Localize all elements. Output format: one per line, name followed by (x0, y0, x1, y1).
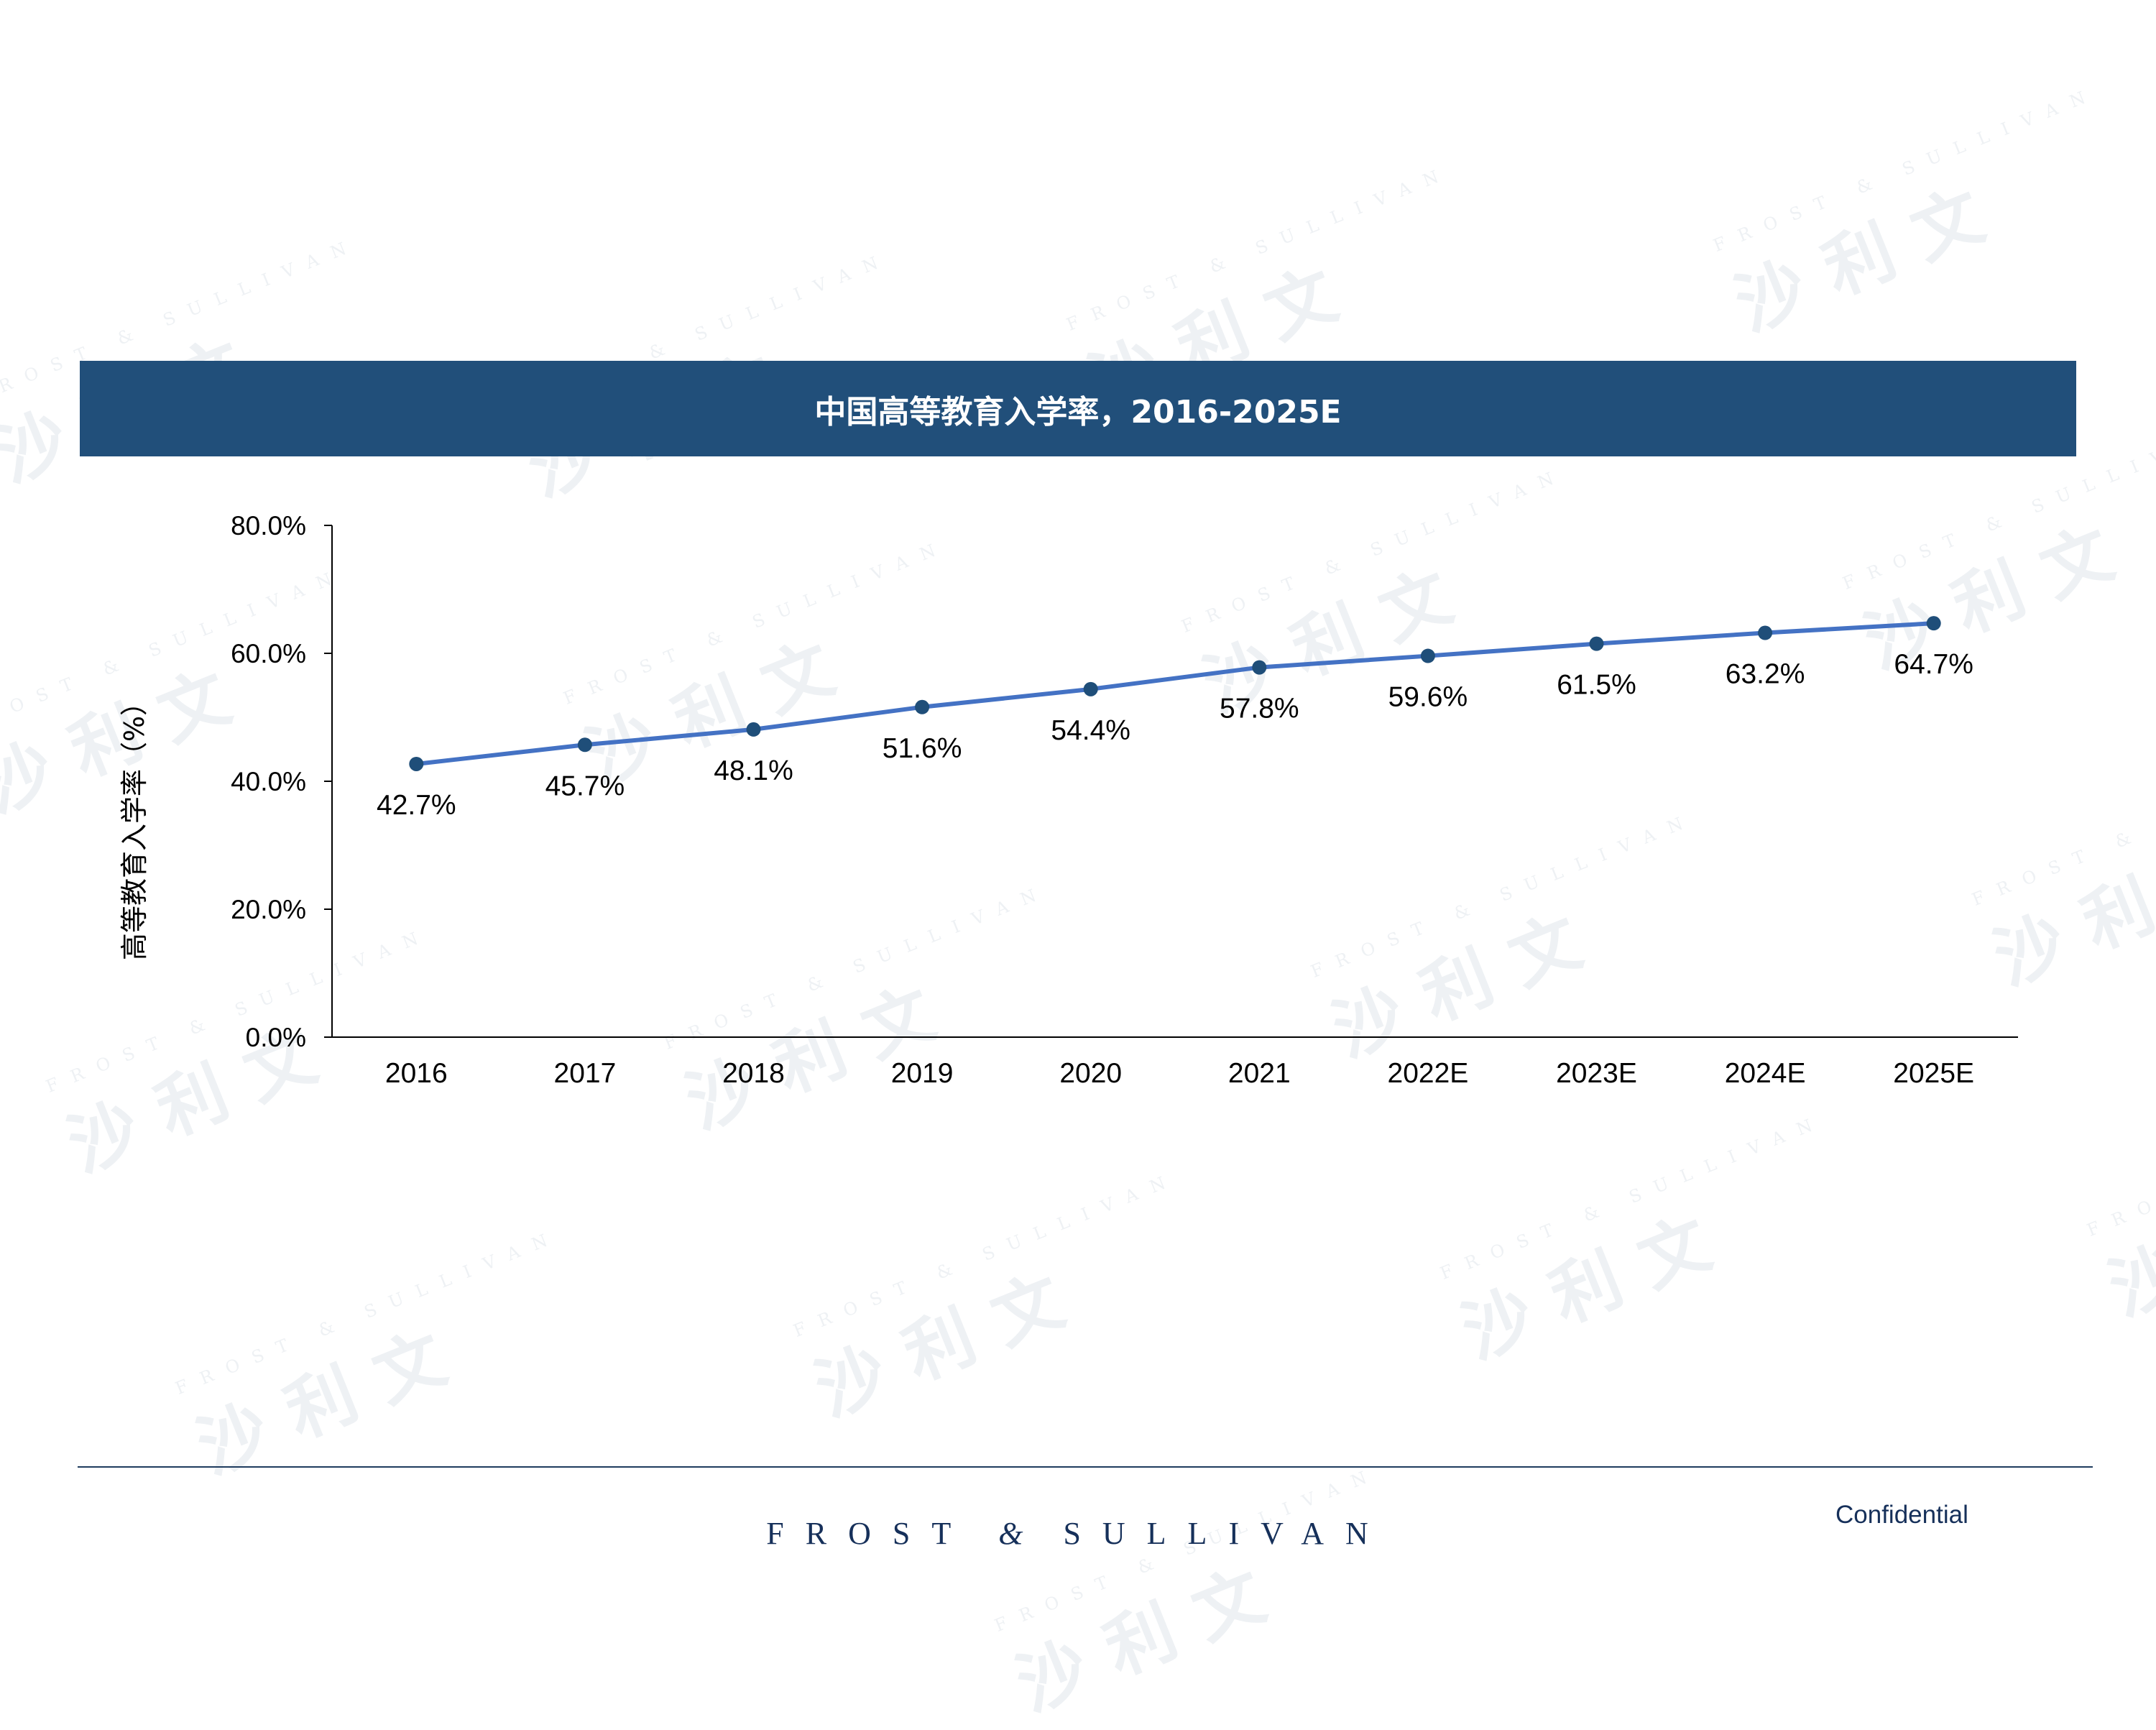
y-tick-label: 20.0% (231, 895, 306, 924)
confidential-label: Confidential (1835, 1501, 1968, 1529)
chart-title: 中国高等教育入学率，2016-2025E (814, 393, 1342, 431)
x-tick-label: 2016 (385, 1058, 448, 1089)
data-label: 64.7% (1894, 649, 1973, 680)
data-label: 54.4% (1051, 715, 1130, 746)
x-tick-label: 2020 (1059, 1058, 1122, 1089)
data-label: 48.1% (714, 755, 793, 786)
data-point (577, 737, 592, 753)
data-label: 42.7% (377, 790, 456, 821)
data-point (1758, 625, 1773, 640)
x-tick-label: 2018 (722, 1058, 785, 1089)
y-axis-title: 高等教育入学率（%） (119, 689, 150, 960)
y-tick-label: 40.0% (231, 767, 306, 796)
data-label: 57.8% (1220, 694, 1299, 724)
data-point (1420, 648, 1435, 663)
y-tick-label: 80.0% (231, 511, 306, 540)
y-tick-label: 60.0% (231, 639, 306, 668)
brand-ampersand: & (998, 1516, 1023, 1551)
data-point (1589, 636, 1604, 651)
data-point (915, 699, 930, 714)
brand-right: SULLIVAN (1063, 1516, 1390, 1551)
x-tick-label: 2024E (1725, 1058, 1806, 1089)
x-tick-label: 2023E (1556, 1058, 1637, 1089)
data-label: 59.6% (1388, 682, 1468, 713)
x-tick-label: 2022E (1388, 1058, 1469, 1089)
line-chart: 0.0% 20.0% 40.0% 60.0% 80.0% 2016 2017 2018 2019… (119, 511, 2018, 1089)
series-line (415, 621, 1934, 766)
chart-title-bar: 中国高等教育入学率，2016-2025E (80, 361, 2076, 456)
x-tick-label: 2017 (554, 1058, 617, 1089)
data-point (1083, 681, 1098, 696)
y-tick-label: 0.0% (246, 1023, 306, 1052)
x-tick-label: 2025E (1893, 1058, 1974, 1089)
data-label: 61.5% (1557, 670, 1636, 701)
data-point (746, 722, 761, 737)
brand-left: FROST (766, 1516, 973, 1551)
data-point (1252, 660, 1267, 675)
x-tick-label: 2019 (891, 1058, 954, 1089)
data-label: 51.6% (883, 733, 962, 764)
frost-sullivan-logo: FROST & SULLIVAN (0, 1515, 2156, 1552)
footer-divider (78, 1466, 2093, 1468)
x-tick-label: 2021 (1228, 1058, 1291, 1089)
data-point (1926, 616, 1941, 631)
data-label: 45.7% (545, 770, 625, 801)
data-label: 63.2% (1726, 659, 1805, 690)
data-point (409, 756, 424, 771)
